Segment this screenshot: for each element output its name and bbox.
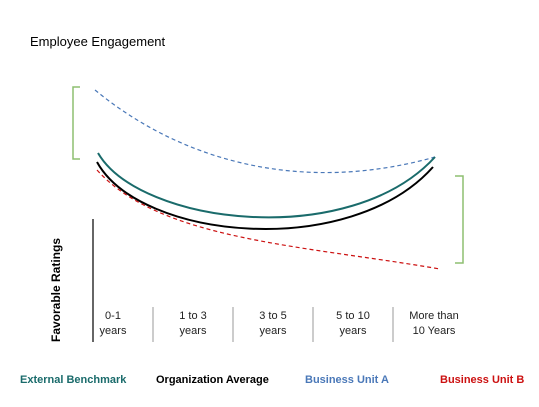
legend-entry-organization-average: Organization Average xyxy=(156,374,269,386)
series-line-organization-average xyxy=(96,161,434,230)
series-line-business-unit-a xyxy=(94,89,436,174)
x-tick-label: More than 10 Years xyxy=(409,310,459,337)
series-line-external-benchmark xyxy=(97,152,436,219)
series-line-business-unit-b xyxy=(96,169,441,270)
legend-entry-business-unit-a: Business Unit A xyxy=(305,374,389,386)
right-bracket xyxy=(455,175,464,264)
x-tick-label: 3 to 5 years xyxy=(259,310,287,337)
chart-title: Employee Engagement xyxy=(30,34,166,49)
x-tick-label: 5 to 10 years xyxy=(336,310,370,337)
left-bracket xyxy=(72,86,80,160)
x-tick-label: 1 to 3 years xyxy=(179,310,207,337)
legend-entry-external-benchmark: External Benchmark xyxy=(20,374,127,386)
x-tick-label: 0-1 years xyxy=(99,310,127,337)
y-axis-label: Favorable Ratings xyxy=(49,237,63,343)
legend-entry-business-unit-b: Business Unit B xyxy=(440,374,525,386)
